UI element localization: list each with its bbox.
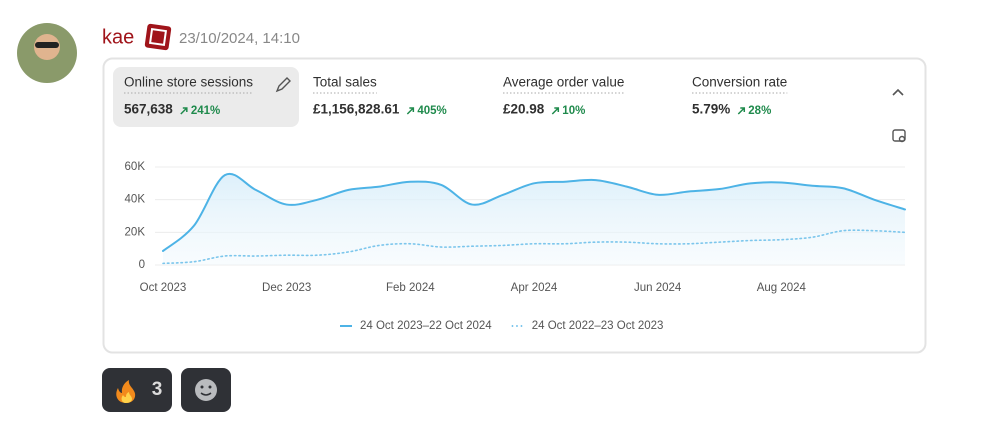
y-tick-label: 0	[139, 259, 145, 271]
x-tick-label: Oct 2023	[140, 282, 187, 294]
x-tick-label: Dec 2023	[262, 282, 311, 294]
metric-label: Average order value	[503, 75, 624, 90]
metric-change: 241%	[191, 105, 220, 117]
reaction-fire[interactable]	[102, 368, 172, 412]
trend-arrow	[406, 107, 415, 115]
trend-arrow	[551, 107, 560, 115]
series-line	[162, 172, 906, 252]
x-tick-label: Apr 2024	[511, 282, 558, 294]
metric-change: 10%	[562, 105, 585, 117]
reaction-count: 3	[152, 379, 163, 400]
metric-value: 5.79%	[692, 102, 730, 117]
y-tick-label: 40K	[125, 194, 146, 206]
metric-change: 28%	[748, 105, 771, 117]
metric-value: 567,638	[124, 102, 173, 117]
legend-label: 24 Oct 2022–23 Oct 2023	[532, 320, 664, 332]
metric-label: Total sales	[313, 75, 377, 90]
trend-arrow	[180, 107, 188, 115]
avatar-glasses	[35, 42, 59, 48]
legend-label: 24 Oct 2023–22 Oct 2024	[360, 320, 492, 332]
x-tick-label: Feb 2024	[386, 282, 435, 294]
metric-selected[interactable]	[113, 67, 299, 127]
x-tick-label: Aug 2024	[757, 282, 807, 294]
timestamp: 23/10/2024, 14:10	[179, 30, 300, 47]
x-tick-label: Jun 2024	[634, 282, 682, 294]
author[interactable]: kae	[102, 26, 134, 48]
y-tick-label: 60K	[125, 161, 146, 173]
metric-label: Conversion rate	[692, 75, 787, 90]
trend-arrow	[737, 107, 746, 115]
add-reaction[interactable]	[181, 368, 231, 412]
series-line	[162, 229, 906, 265]
collapse-icon[interactable]	[892, 88, 904, 96]
metric-change: 405%	[417, 105, 446, 117]
metric-label: Online store sessions	[124, 75, 253, 90]
insight-icon[interactable]	[892, 129, 906, 143]
metric-value: £20.98	[503, 102, 545, 117]
metric-value: £1,156,828.61	[313, 102, 400, 117]
y-tick-label: 20K	[125, 226, 146, 238]
edit-icon[interactable]	[275, 77, 291, 93]
badge	[144, 23, 172, 51]
